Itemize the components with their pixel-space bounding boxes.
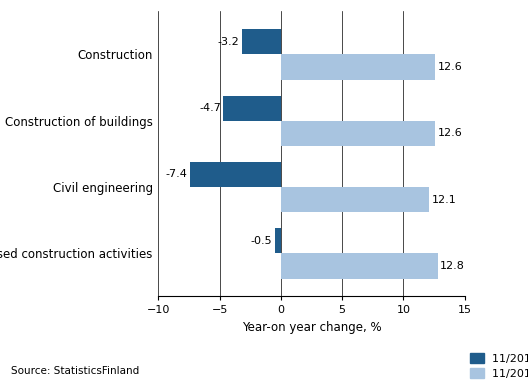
Bar bbox=[281, 54, 435, 80]
Text: -3.2: -3.2 bbox=[218, 37, 239, 47]
Bar bbox=[281, 121, 435, 146]
Bar bbox=[190, 162, 281, 187]
Text: 12.1: 12.1 bbox=[431, 195, 456, 205]
Text: 12.6: 12.6 bbox=[438, 62, 463, 72]
Legend: 11/2012 - 1/2013, 11/2011 - 1/2012: 11/2012 - 1/2013, 11/2011 - 1/2012 bbox=[470, 353, 528, 379]
X-axis label: Year-on year change, %: Year-on year change, % bbox=[242, 321, 381, 334]
Text: -4.7: -4.7 bbox=[199, 103, 221, 113]
Text: -7.4: -7.4 bbox=[166, 169, 188, 179]
Bar bbox=[281, 253, 438, 279]
Bar bbox=[275, 228, 281, 253]
Bar bbox=[281, 187, 429, 212]
Text: Source: StatisticsFinland: Source: StatisticsFinland bbox=[11, 366, 139, 376]
Bar bbox=[223, 96, 281, 121]
Text: -0.5: -0.5 bbox=[251, 236, 272, 246]
Text: 12.6: 12.6 bbox=[438, 128, 463, 138]
Bar bbox=[242, 29, 281, 54]
Text: 12.8: 12.8 bbox=[440, 261, 465, 271]
